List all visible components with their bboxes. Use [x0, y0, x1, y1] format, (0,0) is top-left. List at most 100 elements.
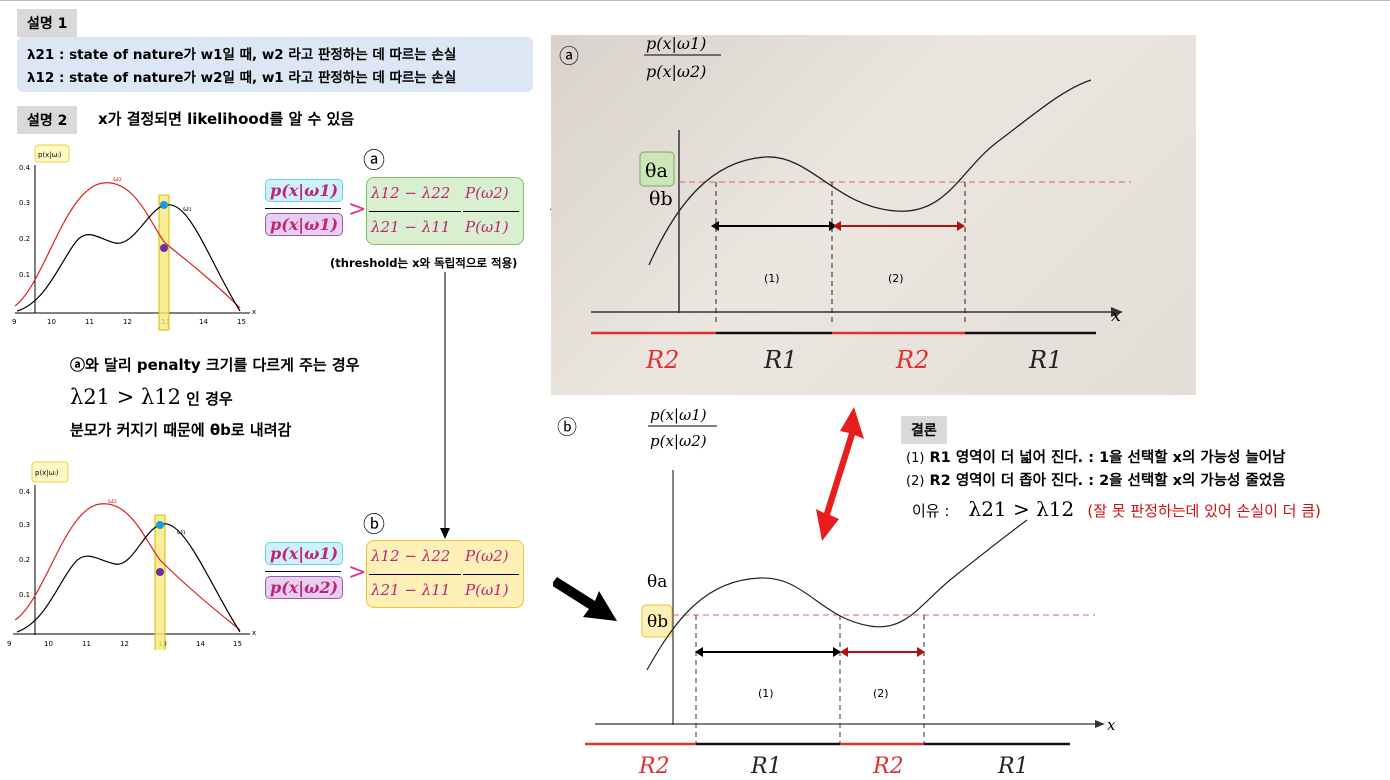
xtick: 12	[120, 640, 129, 648]
rhs-left-den: λ21 − λ11	[371, 218, 451, 236]
section1-line1: λ21 : state of nature가 w1일 때, w2 라고 판정하는…	[27, 47, 457, 63]
xtick: 15	[233, 640, 242, 648]
graph-b-plot: ⓑ p(x|ω1) p(x|ω2) x θa θb (1) (2) R2 R1 …	[557, 406, 1116, 779]
conclusion-item1: (1) R1 영역이 더 넓어 진다. : 1을 선택할 x의 가능성 늘어남	[906, 446, 1285, 467]
graph-b-region: R2	[638, 754, 670, 779]
lhs-num: p(x|ω1)	[265, 542, 344, 565]
graph-b-xlabel: x	[1107, 716, 1116, 734]
xtick: 10	[47, 318, 56, 326]
rhs-right-num: P(ω2)	[465, 184, 509, 202]
w2-curve	[14, 503, 241, 631]
conclusion-tag-label: 결론	[911, 423, 937, 439]
rhs-right-den: P(ω1)	[465, 581, 509, 599]
chart-ylabel: p(x|ωᵢ)	[35, 469, 59, 477]
lhs-frac-line	[265, 208, 341, 209]
gt-sign: >	[348, 560, 367, 585]
chart-ylabel-box	[31, 461, 69, 483]
conclusion-tag: 결론	[901, 416, 947, 444]
w2-curve	[14, 182, 241, 309]
middle-line1: ⓐ와 달리 penalty 크기를 다르게 주는 경우	[70, 356, 360, 374]
graph-a-seg2-label: (2)	[888, 272, 904, 285]
double-arrow-icon	[816, 407, 864, 541]
xtick: 14	[199, 318, 208, 326]
section2-text: x가 결정되면 likelihood를 알 수 있음	[98, 110, 355, 128]
xtick: 9	[7, 640, 11, 648]
connector-arrowhead	[440, 528, 450, 539]
condition-math: λ21 > λ12	[70, 385, 182, 409]
inequality-b: p(x|ω1) p(x|ω2) > λ12 − λ22 λ21 − λ11 P(…	[265, 540, 525, 608]
graph-a-xaxis-arrowhead	[1111, 307, 1123, 317]
conclusion-reason: 이유 : λ21 > λ12 (잘 못 판정하는데 있어 손실이 더 큼)	[912, 497, 1321, 521]
graph-b-theta-b: θb	[647, 612, 668, 632]
item1-text: R1 영역이 더 넓어 진다. : 1을 선택할 x의 가능성 늘어남	[929, 450, 1286, 466]
lhs-den: p(x|ω2)	[265, 576, 344, 599]
section1-line2: λ12 : state of nature가 w2일 때, w1 라고 판정하는…	[27, 70, 457, 86]
xaxis-label: x	[252, 629, 256, 637]
arrow-to-graph-b	[553, 577, 617, 621]
condition-tail: 인 경우	[186, 390, 233, 408]
reason-note: (잘 못 판정하는데 있어 손실이 더 큼)	[1087, 502, 1321, 520]
marker-b: ⓑ	[363, 513, 386, 538]
item1-num: (1)	[906, 451, 925, 466]
rhs-box: λ12 − λ22 λ21 − λ11 P(ω2) P(ω1)	[366, 177, 524, 245]
ytick: 0.1	[19, 271, 30, 279]
graph-a-region: R2	[645, 346, 679, 374]
theta-a-box	[639, 151, 675, 187]
ytick: 0.1	[19, 591, 30, 599]
w1-label: ω₁	[177, 528, 186, 536]
rhs-right-den: P(ω1)	[465, 218, 509, 236]
graph-b-ylabel-num: p(x|ω1)	[650, 406, 707, 424]
arrowhead	[957, 221, 965, 231]
rhs-left-line	[369, 574, 461, 575]
reason-math: λ21 > λ12	[968, 497, 1075, 521]
ytick: 0.2	[19, 235, 30, 243]
w1-marker	[160, 201, 168, 209]
section2-tag-label: 설명 2	[27, 113, 68, 129]
chart-ylabel: p(x|ωᵢ)	[38, 151, 62, 159]
lhs-num: p(x|ω1)	[265, 179, 344, 202]
connector-arrow	[440, 272, 450, 539]
rhs-right-line	[463, 211, 519, 212]
arrowhead	[833, 221, 841, 231]
middle-line3: 분모가 커지기 때문에 θb로 내려감	[70, 421, 292, 439]
arrowhead	[711, 221, 719, 231]
w1-curve	[16, 204, 241, 312]
graph-a-plot: ⓐ p(x|ω1) p(x|ω2) x θa θb (1) (2) R2 R1 …	[559, 35, 1131, 374]
graph-b-seg2-label: (2)	[873, 687, 889, 700]
w2-label: ω₂	[108, 497, 117, 505]
graph-a-region: R1	[763, 346, 797, 374]
ytick: 0.2	[19, 556, 30, 564]
w1-curve	[16, 523, 241, 633]
graph-a-theta-a: θa	[645, 160, 668, 182]
graph-b-region: R1	[750, 754, 782, 779]
inequality-a: p(x|ω1) p(x|ω1) > λ12 − λ22 λ21 − λ11 P(…	[265, 177, 525, 245]
arrowhead	[917, 647, 925, 657]
ytick: 0.3	[19, 521, 30, 529]
graph-a-region: R2	[895, 346, 929, 374]
section1-tag: 설명 1	[17, 9, 78, 37]
lhs-den: p(x|ω1)	[265, 213, 344, 236]
top-border	[0, 0, 1390, 1]
arrow-icon	[553, 577, 617, 621]
w1-label: ω₁	[183, 205, 192, 213]
lhs-frac-line	[265, 571, 341, 572]
chart-ylabel-box	[34, 144, 70, 163]
w2-marker	[156, 568, 164, 576]
conclusion-item2: (2) R2 영역이 더 좁아 진다. : 2을 선택할 x의 가능성 줄었음	[906, 469, 1285, 490]
w2-marker	[160, 244, 168, 252]
x-band	[158, 194, 170, 331]
likelihood-chart-bottom: p(x|ωᵢ) 0.4 0.3 0.2 0.1 9 10 11 12 13 14…	[7, 461, 256, 650]
threshold-note: (threshold는 x와 독립적으로 적용)	[330, 256, 518, 270]
w2-label: ω₂	[113, 175, 122, 183]
xtick: 12	[123, 318, 132, 326]
ytick: 0.3	[19, 199, 30, 207]
rhs-right-line	[463, 574, 519, 575]
graph-b-ylabel-den: p(x|ω2)	[650, 432, 707, 450]
item2-text: R2 영역이 더 좁아 진다. : 2을 선택할 x의 가능성 줄었음	[929, 473, 1286, 489]
graph-a-ratio-curve	[648, 79, 1092, 266]
red-double-arrow	[816, 407, 864, 541]
rhs-right-num: P(ω2)	[465, 547, 509, 565]
rhs-left-num: λ12 − λ22	[371, 547, 451, 565]
graph-a	[551, 35, 1196, 395]
section2-tag: 설명 2	[17, 106, 78, 134]
